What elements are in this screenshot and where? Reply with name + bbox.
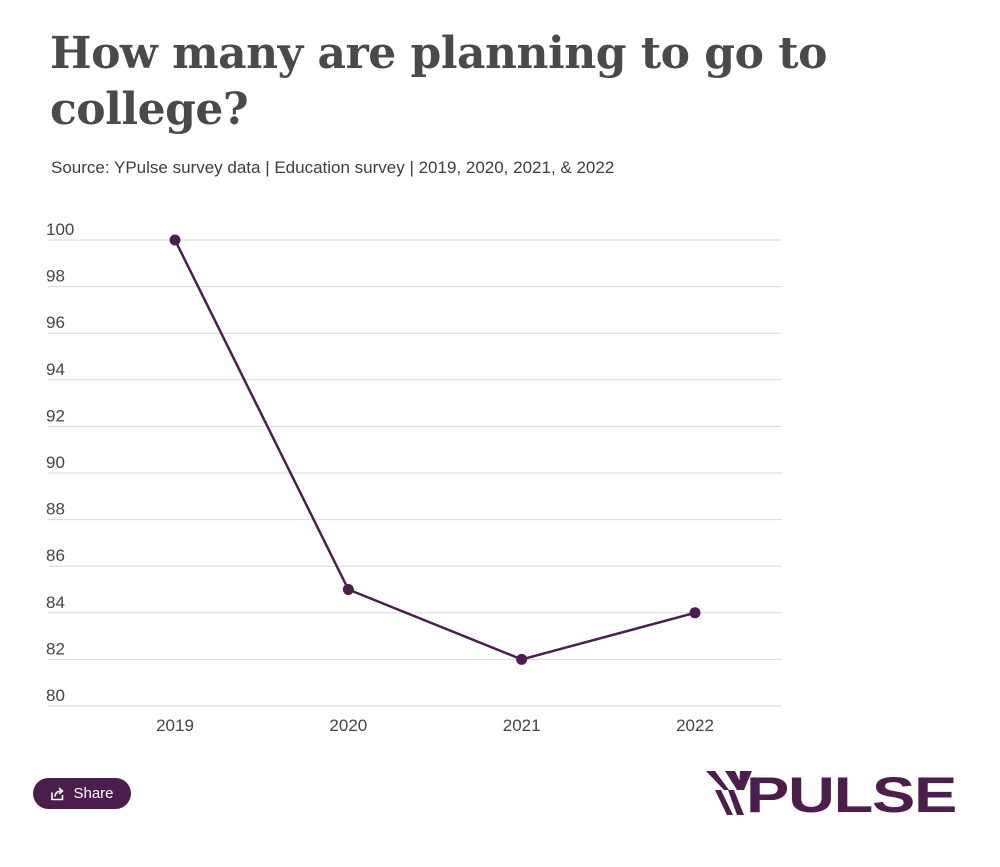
share-button[interactable]: Share: [33, 778, 131, 809]
svg-text:PULSE: PULSE: [746, 768, 956, 818]
y-tick-label: 84: [46, 593, 65, 612]
y-tick-label: 88: [46, 500, 65, 519]
y-tick-label: 92: [46, 406, 65, 425]
data-point[interactable]: [516, 653, 528, 665]
x-tick-label: 2020: [329, 716, 367, 735]
y-tick-label: 94: [46, 360, 65, 379]
x-tick-label: 2019: [156, 716, 194, 735]
chart-source: Source: YPulse survey data | Education s…: [51, 158, 615, 177]
grid-lines: [48, 239, 782, 707]
x-tick-label: 2022: [676, 716, 714, 735]
y-tick-label: 98: [46, 267, 65, 286]
ypulse-logo: PULSE: [706, 768, 957, 818]
y-tick-label: 82: [46, 639, 65, 658]
series-group: [169, 234, 701, 665]
series-line: [173, 239, 696, 661]
data-point[interactable]: [169, 234, 181, 246]
y-tick-label: 90: [46, 453, 65, 472]
data-point[interactable]: [689, 607, 701, 619]
x-axis-ticks: 2019 2020 2021 2022: [156, 716, 714, 735]
share-icon: [51, 787, 64, 800]
data-point[interactable]: [342, 584, 354, 595]
y-tick-label: 100: [46, 220, 74, 239]
line-chart: 100 98 96 94 92 90 88 86 84 82 80 2019 2020 2021 2022: [46, 220, 782, 735]
y-tick-label: 80: [46, 686, 65, 705]
y-axis-ticks: 100 98 96 94 92 90 88 86 84 82 80: [46, 220, 74, 705]
share-label: Share: [73, 785, 114, 802]
y-tick-label: 96: [46, 313, 65, 332]
y-tick-label: 86: [46, 546, 65, 565]
x-tick-label: 2021: [503, 716, 541, 735]
chart-title: How many are planning to go to college?: [50, 28, 827, 135]
